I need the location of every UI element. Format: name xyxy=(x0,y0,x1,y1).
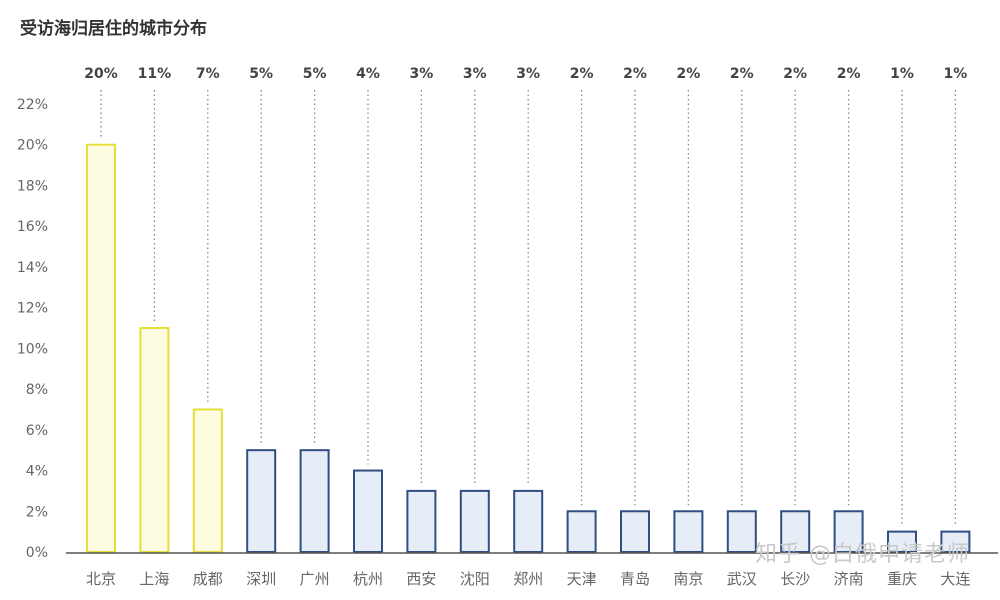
y-tick-label: 20% xyxy=(17,138,48,154)
value-label: 2% xyxy=(730,66,754,82)
y-tick-label: 2% xyxy=(26,504,48,520)
bar-16 xyxy=(940,530,971,553)
value-label: 3% xyxy=(463,66,487,82)
category-label: 南京 xyxy=(673,570,703,588)
category-label: 天津 xyxy=(567,570,597,588)
category-label: 杭州 xyxy=(353,570,383,588)
bar-15 xyxy=(887,530,917,553)
value-label: 2% xyxy=(623,66,647,82)
bar-10 xyxy=(620,510,650,554)
y-tick-label: 18% xyxy=(17,178,48,194)
value-label: 3% xyxy=(410,66,434,82)
category-label: 郑州 xyxy=(513,570,543,588)
category-label: 深圳 xyxy=(246,570,276,588)
value-label: 2% xyxy=(837,66,861,82)
value-label: 20% xyxy=(84,66,118,82)
y-tick-label: 12% xyxy=(17,301,48,317)
bar-3 xyxy=(246,449,277,554)
bar-4 xyxy=(299,449,330,554)
bar-12 xyxy=(726,510,757,554)
bar-5 xyxy=(353,469,383,553)
value-label: 2% xyxy=(783,66,807,82)
category-label: 北京 xyxy=(86,570,116,588)
value-label: 2% xyxy=(570,66,594,82)
value-label: 4% xyxy=(356,66,380,82)
y-tick-label: 0% xyxy=(26,545,48,561)
category-label: 大连 xyxy=(940,570,970,588)
value-label: 7% xyxy=(196,66,220,82)
y-tick-label: 10% xyxy=(17,341,48,357)
category-label: 武汉 xyxy=(727,570,757,588)
value-label: 3% xyxy=(516,66,540,82)
value-label: 5% xyxy=(249,66,273,82)
bar-9 xyxy=(566,510,597,554)
chart-title: 受访海归居住的城市分布 xyxy=(20,19,207,39)
bar-14 xyxy=(833,510,864,554)
watermark: 知乎 @白俄申请老师 xyxy=(755,542,970,567)
y-tick-label: 14% xyxy=(17,260,48,276)
bar-1 xyxy=(139,327,170,553)
value-label: 1% xyxy=(944,66,968,82)
value-label: 11% xyxy=(138,66,172,82)
value-label: 5% xyxy=(303,66,327,82)
bar-6 xyxy=(406,489,437,553)
category-label: 沈阳 xyxy=(460,570,490,588)
value-label: 2% xyxy=(677,66,701,82)
value-label: 1% xyxy=(890,66,914,82)
y-tick-label: 22% xyxy=(17,97,48,113)
y-tick-label: 6% xyxy=(26,423,48,439)
bar-11 xyxy=(673,510,704,554)
bar-13 xyxy=(780,510,811,554)
category-label: 广州 xyxy=(300,570,330,588)
category-label: 成都 xyxy=(193,570,223,588)
bar-8 xyxy=(513,489,544,553)
y-tick-label: 4% xyxy=(26,464,48,480)
category-label: 上海 xyxy=(139,570,169,588)
category-label: 长沙 xyxy=(780,570,810,588)
category-label: 重庆 xyxy=(887,570,917,588)
category-label: 济南 xyxy=(834,570,864,588)
category-label: 西安 xyxy=(406,570,436,588)
y-tick-label: 8% xyxy=(26,382,48,398)
bar-7 xyxy=(459,489,490,553)
bar-0 xyxy=(86,143,116,554)
y-tick-label: 16% xyxy=(17,219,48,235)
bar-2 xyxy=(192,408,223,554)
category-label: 青岛 xyxy=(620,570,650,588)
